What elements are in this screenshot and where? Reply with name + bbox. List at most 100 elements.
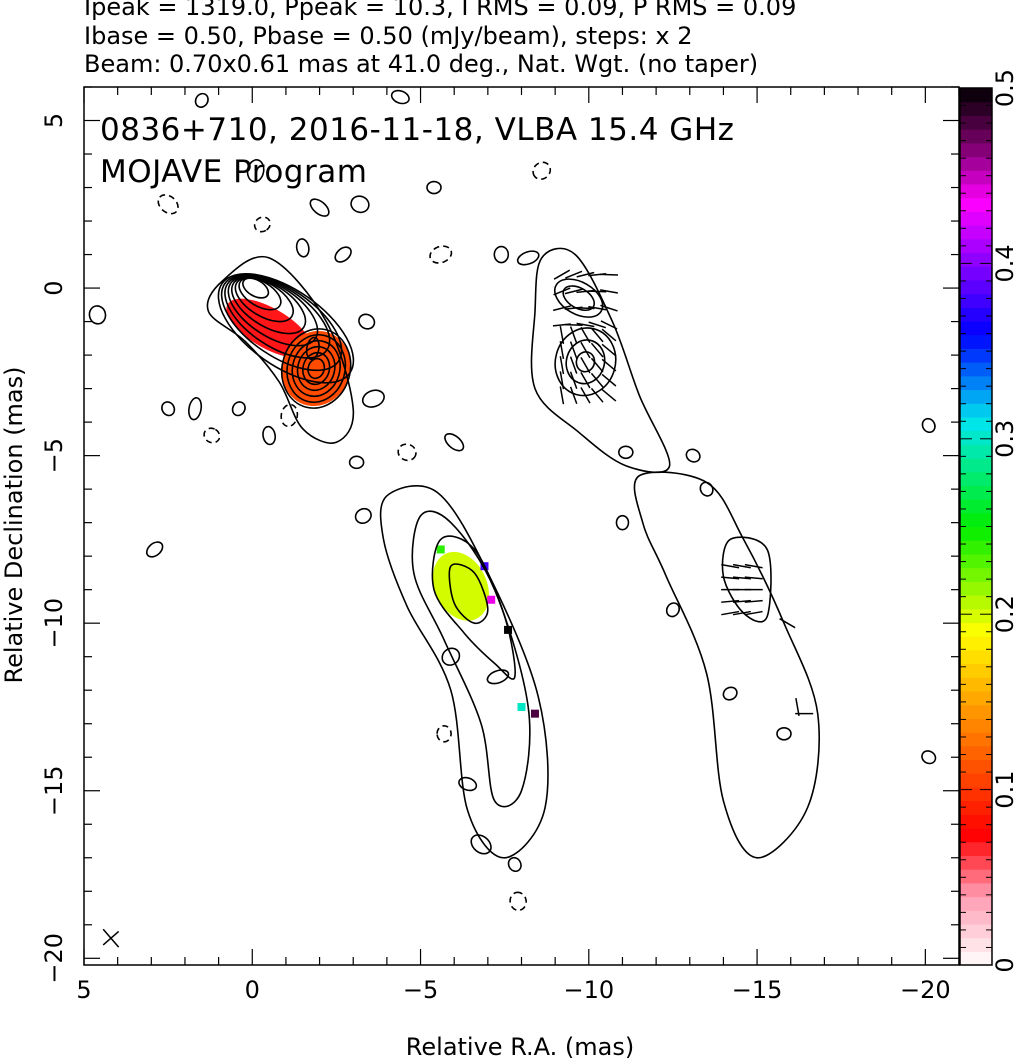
colorbar-step [960, 526, 992, 541]
contour-jet-mid [411, 510, 531, 808]
contour-noise-blob [348, 455, 365, 470]
colorbar-step [960, 608, 992, 624]
contour-knot [307, 357, 326, 380]
colorbar-step [960, 416, 992, 432]
colorbar-step [960, 704, 992, 719]
x-axis-title: Relative R.A. (mas) [406, 1033, 634, 1060]
y-tick-label: 0 [40, 280, 68, 295]
colorbar-step [960, 211, 992, 226]
colorbar-step [960, 814, 992, 829]
contour-knot [302, 351, 331, 386]
colorbar-tick-label: 0.3 [991, 420, 1019, 458]
polarization-vector [601, 343, 617, 357]
colorbar-step [960, 471, 992, 486]
polarization-vector [576, 271, 595, 278]
contour-noise-blob [354, 507, 372, 525]
colorbar-step [960, 129, 992, 144]
contour-noise-blob [253, 216, 271, 233]
contour-noise-blob [429, 245, 453, 264]
right-noise-blob [776, 726, 792, 741]
colorbar-step [960, 238, 992, 254]
polarization-vector [559, 325, 565, 344]
plot-frame: 5 0 −5 −10 −15 −20 5 0 −5 −10 −15 −20 [40, 86, 960, 1004]
polarization-vector [580, 387, 591, 404]
polarization-vector [580, 341, 591, 359]
colorbar-step [960, 869, 992, 884]
polarization-vector [569, 356, 578, 374]
contour-noise-blob [532, 161, 552, 181]
contour-jet-outer [379, 485, 549, 859]
colorbar-tick-label: 0.2 [991, 595, 1019, 633]
colorbar-step [960, 690, 992, 706]
colorbar: 0 0.1 0.2 0.3 0.4 0.5 [959, 69, 1019, 973]
contour-noise-blob [390, 89, 410, 105]
colorbar-step [960, 348, 992, 363]
polarization-vector [721, 576, 740, 580]
colorbar-step [960, 115, 992, 130]
right-noise-blob [699, 481, 714, 497]
polarization-vector [576, 307, 595, 310]
polarization-vector [732, 563, 751, 569]
y-tick-label: −5 [40, 438, 68, 473]
colorbar-step [960, 142, 992, 158]
polarization-vector [559, 356, 565, 375]
colorbar-step [960, 923, 992, 939]
contour-core [238, 277, 282, 311]
polarization-vector [569, 386, 578, 405]
polarization-vector [600, 304, 618, 312]
contour-noise-blob [246, 159, 265, 183]
contour-noise-blob [358, 313, 376, 330]
colorbar-step [960, 663, 992, 678]
x-tick-label: 0 [245, 976, 260, 1004]
colorbar-step [960, 197, 992, 212]
contour-noise-blob [361, 389, 385, 408]
header-line-2: Ibase = 0.50, Pbase = 0.50 (mJy/beam), s… [84, 22, 693, 50]
colorbar-step [960, 732, 992, 747]
colorbar-step [960, 827, 992, 843]
pol-pixel [487, 595, 496, 604]
contour-noise-blob [436, 724, 452, 743]
polarization-vector [564, 323, 583, 326]
x-tick-label: 5 [76, 976, 91, 1004]
colorbar-step [960, 855, 992, 870]
program-label: MOJAVE Program [100, 154, 368, 190]
polarization-vector [590, 372, 604, 388]
colorbar-step [960, 841, 992, 856]
polarization-vector [559, 386, 565, 405]
polarization-vector [590, 327, 604, 343]
polarization-vector [779, 618, 796, 629]
contour-noise-blob [295, 238, 310, 258]
colorbar-step [960, 430, 992, 445]
polarization-vector [565, 270, 583, 279]
polarization-vector-panel [530, 247, 937, 859]
colorbar-step [960, 279, 992, 295]
contour-noise-blob [161, 401, 176, 417]
colorbar-step [960, 800, 992, 815]
polarization-vector [559, 371, 565, 390]
y-tick-label: −15 [40, 765, 68, 816]
contour-core [234, 276, 294, 323]
colorbar-step [960, 485, 992, 500]
contour-noise-blob [493, 245, 510, 264]
colorbar-step [960, 718, 992, 733]
pol-pixel [530, 709, 539, 718]
colorbar-step [960, 745, 992, 761]
polarization-vector [721, 599, 740, 603]
colorbar-step [960, 457, 992, 473]
polarization-vector [553, 269, 571, 280]
contour-noise-blob [309, 198, 330, 217]
polarization-vector [744, 610, 763, 616]
polarization-vector [744, 563, 763, 569]
plot-title: 0836+710, 2016-11-18, VLBA 15.4 GHz [100, 112, 735, 148]
polarization-vector [732, 599, 751, 603]
colorbar-step [960, 649, 992, 665]
colorbar-step [960, 389, 992, 404]
y-axis-title: Relative Declination (mas) [0, 366, 28, 683]
polarization-vector [569, 326, 578, 344]
polarization-vector [601, 373, 617, 387]
colorbar-step [960, 937, 992, 952]
colorbar-step [960, 88, 992, 103]
contour-noise-blob [444, 432, 465, 452]
polarization-vector [580, 326, 591, 344]
polarization-vector [590, 357, 604, 373]
